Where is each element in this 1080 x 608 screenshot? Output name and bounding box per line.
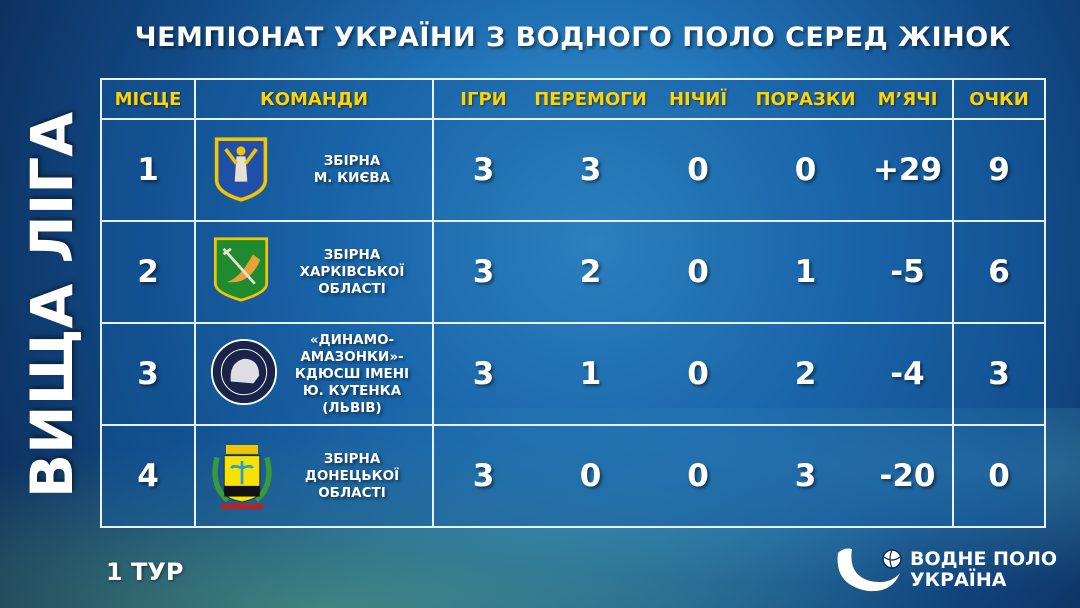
place-cell: 4 (137, 458, 159, 494)
table-row: 1 ЗБІРНА М. КИЄВА 3 3 0 0 +29 9 (101, 119, 1045, 221)
team-name: ЗБІРНА ДОНЕЦЬКОЇ ОБЛАСТІ (304, 450, 400, 501)
draws-cell: 0 (687, 254, 709, 290)
wins-cell: 3 (579, 152, 602, 188)
header-losses: ПОРАЗКИ (755, 88, 856, 110)
header-goals: М’ЯЧІ (877, 88, 938, 110)
dynamo-amazonky-logo-icon (210, 338, 278, 410)
team-cell: ЗБІРНА М. КИЄВА (194, 119, 433, 221)
team-cell: «ДИНАМО- АМАЗОНКИ»- КДЮСШ ІМЕНІ Ю. КУТЕНКА … (194, 323, 433, 425)
table-row: 4 ЗБІРНА ДОНЕЦЬКОЇ ОБЛАСТІ 3 0 0 3 -20 0 (101, 425, 1045, 527)
wins-cell: 2 (579, 254, 602, 290)
header-place: МІСЦЕ (114, 88, 182, 110)
team-cell: ЗБІРНА ХАРКІВСЬКОЇ ОБЛАСТІ (194, 221, 433, 323)
brand-line1: ВОДНЕ ПОЛО (910, 548, 1058, 570)
header-games: ІГРИ (432, 79, 533, 119)
points-cell: 9 (952, 119, 1045, 221)
draws-cell: 0 (687, 356, 709, 392)
points-cell: 0 (952, 425, 1045, 527)
losses-cell: 3 (794, 458, 817, 494)
background-glow (0, 408, 1080, 608)
standings-table: МІСЦЕ КОМАНДИ ІГРИ ПЕРЕМОГИ НІЧИЇ ПОРАЗК… (100, 78, 1046, 528)
brand-logo: ВОДНЕ ПОЛО УКРАЇНА (834, 545, 1057, 595)
round-label: 1 ТУР (106, 558, 184, 586)
page-title: ЧЕМПІОНАТ УКРАЇНИ З ВОДНОГО ПОЛО СЕРЕД Ж… (134, 22, 1012, 53)
draws-cell: 0 (687, 152, 709, 188)
losses-cell: 1 (794, 254, 817, 290)
points-cell: 6 (952, 221, 1045, 323)
goals-cell: -5 (890, 254, 925, 290)
place-cell: 3 (137, 356, 159, 392)
header-row: МІСЦЕ КОМАНДИ ІГРИ ПЕРЕМОГИ НІЧИЇ ПОРАЗК… (101, 79, 1045, 119)
goals-cell: -4 (890, 356, 925, 392)
place-cell: 1 (137, 152, 159, 188)
donetsk-coat-of-arms-icon (210, 440, 272, 512)
draws-cell: 0 (687, 458, 709, 494)
header-teams: КОМАНДИ (194, 79, 433, 119)
team-name: «ДИНАМО- АМАЗОНКИ»- КДЮСШ ІМЕНІ Ю. КУТЕНКА … (294, 331, 410, 416)
header-wins: ПЕРЕМОГИ (534, 88, 647, 110)
points-cell: 3 (952, 323, 1045, 425)
table-row: 2 ЗБІРНА ХАРКІВСЬКОЇ ОБЛАСТІ 3 2 0 1 -5 6 (101, 221, 1045, 323)
goals-cell: -20 (879, 458, 936, 494)
goals-cell: +29 (872, 152, 943, 188)
kharkiv-coat-of-arms-icon (210, 236, 272, 308)
place-cell: 2 (137, 254, 159, 290)
team-cell: ЗБІРНА ДОНЕЦЬКОЇ ОБЛАСТІ (194, 425, 433, 527)
losses-cell: 2 (794, 356, 817, 392)
games-cell: 3 (432, 323, 533, 425)
header-points: ОЧКИ (952, 79, 1045, 119)
team-name: ЗБІРНА М. КИЄВА (313, 153, 391, 186)
header-draws: НІЧИЇ (668, 88, 728, 110)
losses-cell: 0 (794, 152, 817, 188)
wins-cell: 0 (579, 458, 602, 494)
league-label: ВИЩА ЛІГА (18, 111, 87, 499)
kyiv-coat-of-arms-icon (210, 134, 272, 206)
games-cell: 3 (432, 221, 533, 323)
games-cell: 3 (432, 119, 533, 221)
table-row: 3 «ДИНАМО- АМАЗОНКИ»- КДЮСШ ІМЕНІ Ю. КУТЕНК… (101, 323, 1045, 425)
wins-cell: 1 (579, 356, 602, 392)
team-name: ЗБІРНА ХАРКІВСЬКОЇ ОБЛАСТІ (299, 246, 405, 297)
brand-line2: УКРАЇНА (910, 569, 1007, 591)
games-cell: 3 (432, 425, 533, 527)
water-polo-logo-icon (837, 548, 902, 592)
